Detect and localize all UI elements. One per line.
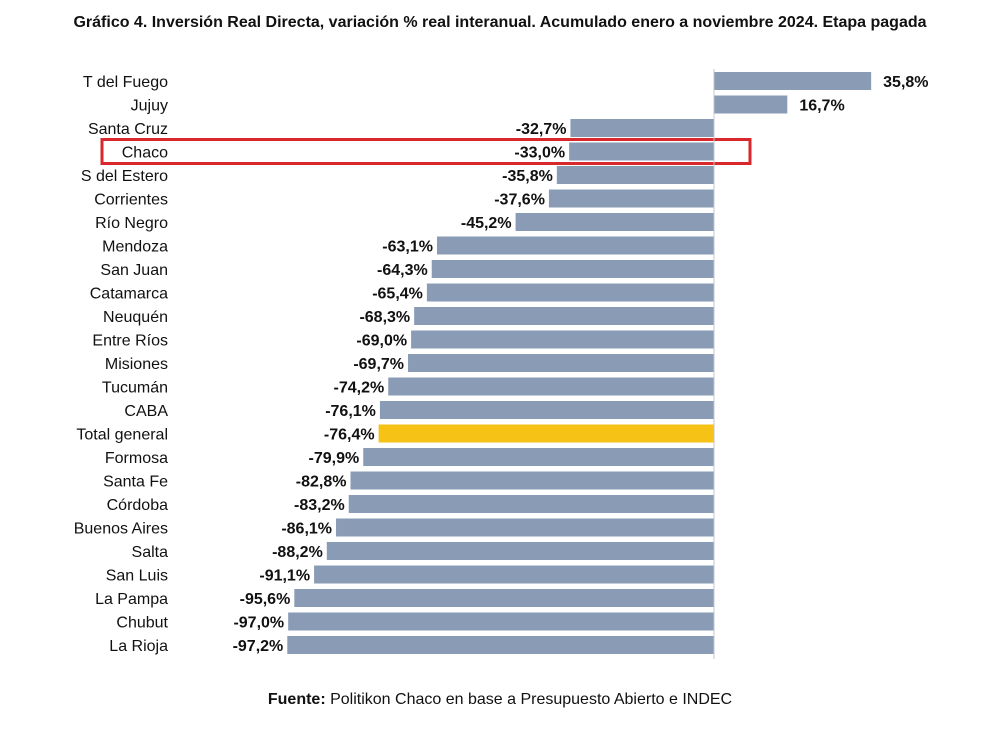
category-label: Catamarca bbox=[90, 286, 168, 303]
category-label: Tucumán bbox=[102, 380, 168, 397]
bar bbox=[515, 213, 714, 231]
bar bbox=[411, 330, 714, 349]
category-label: CABA bbox=[124, 403, 168, 420]
bar bbox=[336, 518, 714, 537]
category-label: Mendoza bbox=[102, 239, 168, 256]
bar bbox=[326, 542, 714, 560]
category-label: Corrientes bbox=[94, 192, 168, 209]
bar bbox=[363, 448, 714, 466]
value-label: -95,6% bbox=[240, 591, 291, 608]
value-label: -45,2% bbox=[461, 215, 512, 232]
highlight-outline bbox=[100, 138, 752, 165]
category-label: Formosa bbox=[105, 450, 168, 467]
value-label: -79,9% bbox=[309, 450, 360, 467]
category-label: Neuquén bbox=[103, 309, 168, 326]
bar bbox=[379, 401, 714, 419]
category-label: San Juan bbox=[100, 262, 168, 279]
source-text: Politikon Chaco en base a Presupuesto Ab… bbox=[325, 691, 733, 708]
category-label: Salta bbox=[132, 544, 169, 561]
category-label: S del Estero bbox=[81, 168, 168, 185]
category-label: Jujuy bbox=[131, 98, 168, 115]
bar bbox=[436, 236, 714, 255]
value-label: -76,4% bbox=[324, 427, 375, 444]
category-label: La Rioja bbox=[109, 638, 168, 655]
bar bbox=[426, 283, 714, 302]
bar bbox=[378, 424, 714, 443]
bar bbox=[350, 471, 714, 490]
category-label: Misiones bbox=[105, 356, 168, 373]
value-label: -69,7% bbox=[353, 356, 404, 373]
bar bbox=[288, 612, 714, 631]
bar bbox=[569, 142, 714, 161]
category-label: Río Negro bbox=[95, 215, 168, 232]
value-label: -88,2% bbox=[272, 544, 323, 561]
category-label: Córdoba bbox=[107, 497, 168, 514]
category-label: La Pampa bbox=[95, 591, 168, 608]
value-label: 16,7% bbox=[799, 98, 844, 115]
value-label: -32,7% bbox=[516, 121, 567, 138]
chart-title: Gráfico 4. Inversión Real Directa, varia… bbox=[73, 14, 927, 31]
bar-chart: T del Fuego 35,8% Jujuy 16,7% Santa Cruz -32,… bbox=[74, 69, 929, 659]
bar bbox=[388, 377, 714, 396]
bar bbox=[548, 189, 714, 208]
category-label: San Luis bbox=[106, 568, 168, 585]
value-label: 35,8% bbox=[883, 74, 928, 91]
value-label: -69,0% bbox=[356, 333, 407, 350]
category-label: Buenos Aires bbox=[74, 521, 168, 538]
bar bbox=[348, 495, 714, 513]
value-label: -65,4% bbox=[372, 286, 423, 303]
category-label: T del Fuego bbox=[83, 74, 168, 91]
value-label: -33,0% bbox=[514, 145, 565, 162]
bar bbox=[294, 589, 714, 607]
value-label: -35,8% bbox=[502, 168, 553, 185]
value-label: -83,2% bbox=[294, 497, 345, 514]
category-label: Santa Fe bbox=[103, 474, 168, 491]
source-note: Fuente: Politikon Chaco en base a Presup… bbox=[0, 691, 1000, 709]
bar bbox=[570, 119, 714, 137]
bar bbox=[414, 307, 714, 325]
value-label: -97,2% bbox=[233, 638, 284, 655]
bar bbox=[556, 166, 714, 184]
category-label: Entre Ríos bbox=[92, 333, 168, 350]
bar bbox=[408, 354, 714, 372]
bar bbox=[714, 72, 872, 90]
value-label: -63,1% bbox=[382, 239, 433, 256]
category-label: Santa Cruz bbox=[88, 121, 168, 138]
value-label: -37,6% bbox=[494, 192, 545, 209]
bar bbox=[431, 260, 714, 278]
value-label: -91,1% bbox=[259, 568, 310, 585]
value-label: -68,3% bbox=[359, 309, 410, 326]
category-label: Total general bbox=[76, 427, 168, 444]
value-label: -74,2% bbox=[334, 380, 385, 397]
bar bbox=[314, 565, 714, 584]
bar bbox=[287, 636, 714, 654]
bar bbox=[714, 95, 788, 114]
value-label: -82,8% bbox=[296, 474, 347, 491]
value-label: -97,0% bbox=[233, 615, 284, 632]
category-label: Chubut bbox=[116, 615, 168, 632]
value-label: -86,1% bbox=[281, 521, 332, 538]
source-label: Fuente: bbox=[267, 691, 326, 708]
value-label: -64,3% bbox=[377, 262, 428, 279]
category-label: Chaco bbox=[122, 145, 168, 162]
value-label: -76,1% bbox=[325, 403, 376, 420]
